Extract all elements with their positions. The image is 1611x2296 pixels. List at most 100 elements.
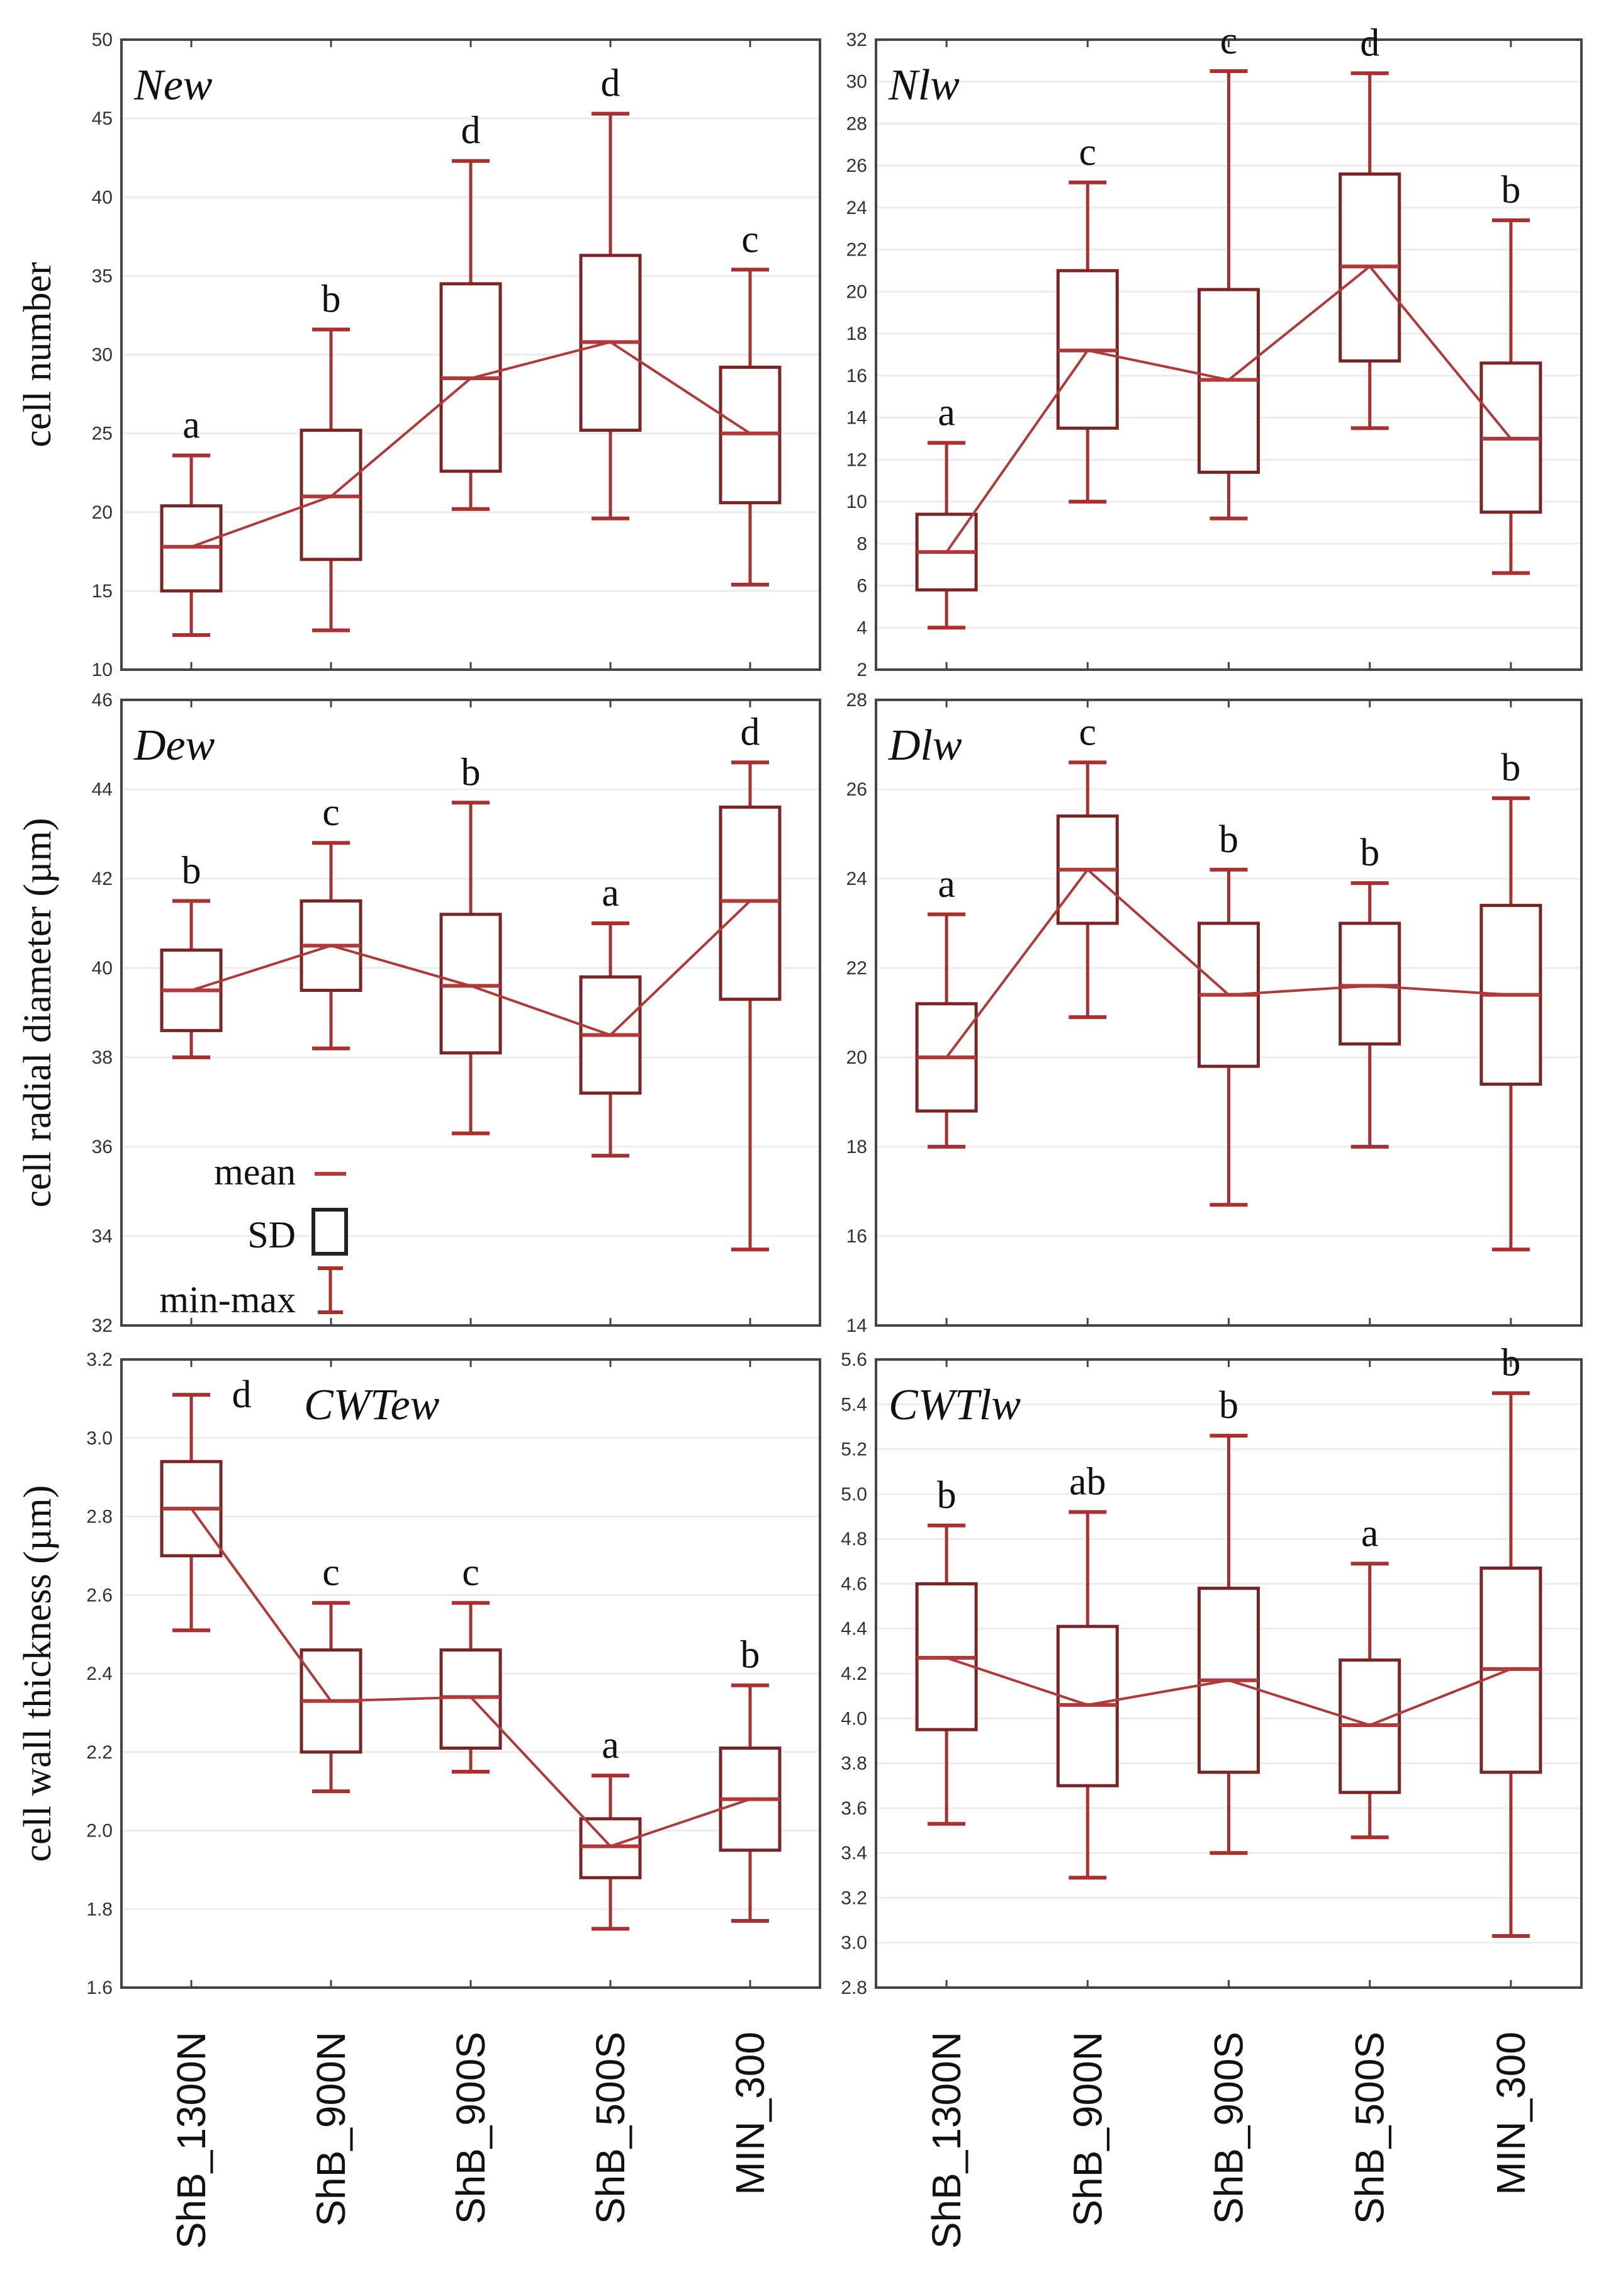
significance-letter: c (322, 1551, 340, 1594)
y-tick-label: 2.2 (86, 1742, 113, 1763)
panel-cwtew: 1.6 1.8 2.0 2.2 2.4 2.6 2.8 3.0 3.2 CWTew cell wal… (16, 1349, 821, 2249)
significance-letter: d (1360, 21, 1379, 64)
significance-letter: a (182, 404, 200, 447)
significance-letter: b (1501, 746, 1520, 789)
significance-letter: b (322, 278, 341, 320)
y-tick-label: 25 (92, 424, 113, 444)
plot-frame (875, 38, 1583, 671)
panel-dlw: 14 16 18 20 22 24 26 28 Dlw a c b b b (846, 690, 1583, 1336)
significance-letter: b (1360, 831, 1379, 874)
legend-sd-icon (312, 1208, 348, 1256)
y-tick-label: 2.6 (86, 1585, 113, 1606)
y-tick-label: 20 (846, 1047, 867, 1068)
significance-letter: d (232, 1373, 252, 1416)
y-tick-label: 3.0 (86, 1428, 113, 1449)
box-shb_500s: d (1339, 21, 1401, 430)
x-category-label: MIN_300 (727, 2032, 773, 2195)
mean-line (945, 264, 1512, 553)
significance-letter: c (1220, 20, 1238, 62)
y-tick-label: 40 (92, 187, 113, 208)
sd-box (439, 1648, 502, 1750)
y-tick-label: 44 (92, 779, 113, 800)
box-min_300: b (1479, 746, 1542, 1252)
sd-box (719, 805, 782, 1001)
legend: mean SD min-max (159, 1151, 348, 1320)
box-min_300: d (719, 711, 782, 1252)
mean-line (945, 867, 1512, 1059)
y-tick-label: 30 (92, 345, 113, 366)
y-tick-label: 22 (846, 240, 867, 261)
significance-letter: c (462, 1551, 480, 1594)
y-tick-label: 20 (846, 281, 867, 302)
y-tick-label: 5.2 (841, 1439, 867, 1460)
box-shb_900s: c (1198, 20, 1260, 521)
x-category-label: ShB_500S (1347, 2032, 1393, 2224)
y-tick-label: 12 (846, 449, 867, 470)
y-tick-label: 5.6 (841, 1349, 867, 1370)
x-category-label: ShB_1300N (924, 2032, 969, 2249)
y-tick-label: 4.2 (841, 1663, 867, 1684)
panel-title: CWTlw (889, 1381, 1021, 1429)
y-tick-label: 10 (846, 492, 867, 512)
y-tick-label: 4 (856, 617, 867, 638)
y-tick-label: 35 (92, 266, 113, 286)
y-tick-label: 34 (92, 1226, 113, 1247)
plot-frame (875, 699, 1583, 1327)
legend-minmax-label: min-max (159, 1279, 296, 1320)
y-tick-label: 40 (92, 958, 113, 979)
y-tick-label: 3.6 (841, 1798, 867, 1819)
panel-title: Nlw (888, 61, 960, 110)
y-tick-label: 50 (92, 30, 113, 50)
box-shb_500s: d (579, 62, 642, 521)
mean-line (191, 900, 751, 1037)
y-tick-label: 2.8 (841, 1978, 867, 1998)
mean-line (190, 1507, 751, 1848)
significance-letter: c (1079, 131, 1097, 174)
box-shb_1300n: b (160, 850, 223, 1059)
y-tick-label: 2.8 (86, 1507, 113, 1528)
box-shb_500s: a (579, 1724, 642, 1931)
y-tick-label: 45 (92, 108, 113, 129)
box-min_300: b (719, 1634, 782, 1923)
y-tick-label: 18 (846, 1137, 867, 1157)
plot-frame (120, 1358, 821, 1989)
y-tick-label: 20 (92, 502, 113, 523)
significance-letter: c (322, 791, 340, 834)
significance-letter: b (182, 850, 201, 892)
box-shb_900s: b (1198, 1384, 1260, 1855)
panel-title: Dew (133, 721, 215, 770)
legend-sd-label: SD (247, 1214, 296, 1256)
x-category-label: MIN_300 (1488, 2032, 1534, 2195)
box-shb_900s: b (439, 751, 502, 1135)
significance-letter: b (937, 1474, 957, 1517)
significance-letter: d (461, 110, 481, 152)
panel-dew: 32 34 36 38 40 42 44 46 Dew cell radial diameter … (16, 690, 821, 1336)
y-tick-label: 4.0 (841, 1708, 867, 1729)
y-tick-label: 15 (92, 581, 113, 602)
y-tick-label: 16 (846, 1226, 867, 1247)
y-tick-label: 6 (856, 576, 867, 597)
y-tick-label: 1.6 (86, 1978, 113, 1998)
panel-title: Dlw (888, 721, 962, 770)
box-shb_1300n: a (915, 391, 978, 630)
significance-letter: d (601, 62, 620, 105)
y-tick-label: 5.0 (841, 1484, 867, 1505)
y-tick-label: 2.0 (86, 1821, 113, 1842)
y-tick-label: 28 (846, 690, 867, 711)
significance-letter: a (602, 872, 619, 914)
y-tick-label: 26 (846, 779, 867, 800)
box-shb_900n: c (300, 791, 362, 1050)
x-category-label: ShB_900S (448, 2032, 493, 2224)
significance-letter: b (1501, 169, 1520, 211)
significance-letter: a (938, 863, 955, 906)
sd-box (1339, 921, 1401, 1046)
y-tick-label: 10 (92, 660, 113, 680)
y-tick-label: 38 (92, 1047, 113, 1068)
x-category-label: ShB_900N (1065, 2032, 1110, 2227)
box-min_300: b (1479, 1341, 1542, 1939)
legend-mean-label: mean (214, 1151, 296, 1193)
y-tick-label: 30 (846, 72, 867, 93)
x-category-label: ShB_900S (1206, 2032, 1252, 2224)
significance-letter: ab (1069, 1460, 1106, 1503)
